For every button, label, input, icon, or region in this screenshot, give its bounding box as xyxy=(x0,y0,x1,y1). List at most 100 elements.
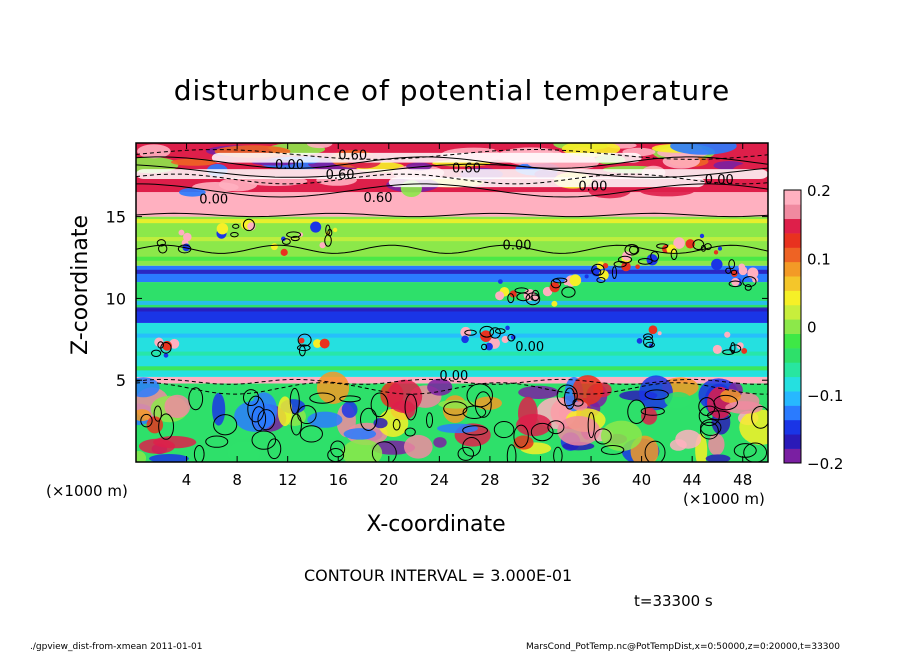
contour-loop xyxy=(591,263,605,276)
colorbar-tick-label: −0.2 xyxy=(807,455,843,473)
field-stripe-7 xyxy=(136,333,768,338)
x-tick-label: 32 xyxy=(531,471,550,489)
colorbar-swatch xyxy=(784,218,801,234)
x-unit-label-right: (×1000 m) xyxy=(683,490,765,508)
patch xyxy=(717,246,723,251)
contour-loop xyxy=(232,223,240,229)
contour-loop xyxy=(513,424,529,448)
contour-loop xyxy=(151,349,162,357)
x-axis-label: X-coordinate xyxy=(366,512,506,537)
patch xyxy=(596,261,605,270)
colorbar-tick-label: 0.2 xyxy=(807,182,831,200)
footer-left: ./gpview_dist-from-xmean 2011-01-01 xyxy=(30,642,203,652)
upper-cell xyxy=(137,144,171,159)
colorbar-swatch xyxy=(784,233,801,248)
contour-loop xyxy=(392,418,401,431)
upper-white-streak xyxy=(136,169,768,179)
contour-loop xyxy=(594,428,612,445)
turbulence-cell xyxy=(316,371,350,405)
patch xyxy=(509,290,517,298)
contour-loop xyxy=(251,406,267,432)
contour-loop xyxy=(188,387,204,411)
contour-line xyxy=(136,173,768,185)
colorbar-tick-label: 0 xyxy=(807,319,817,337)
patch xyxy=(713,250,719,255)
x-tick-label: 16 xyxy=(329,471,348,489)
x-unit-label-left: (×1000 m) xyxy=(46,482,128,500)
patch xyxy=(216,222,229,235)
contour-loop xyxy=(425,412,434,428)
turbulence-cell xyxy=(516,413,552,437)
contour-loop xyxy=(561,286,576,298)
contour-loop xyxy=(157,341,164,349)
field-stripe-4 xyxy=(136,237,768,242)
contour-label: 0.00 xyxy=(515,340,544,355)
upper-white-streak xyxy=(211,152,642,163)
field-stripe-3 xyxy=(136,256,768,261)
field-band-1 xyxy=(136,376,768,384)
contour-loop xyxy=(290,235,300,242)
contour-label: 0.60 xyxy=(326,168,355,183)
colorbar-swatch xyxy=(784,261,801,277)
patch xyxy=(646,254,658,266)
turbulence-cell xyxy=(149,453,189,462)
patch xyxy=(712,344,722,354)
colorbar: 0.2 0.1 0 −0.1 −0.2 xyxy=(783,182,843,473)
colorbar-swatch xyxy=(784,304,801,320)
patch xyxy=(635,264,640,270)
turbulence-cell xyxy=(433,437,447,448)
contour-loop xyxy=(640,406,665,416)
turbulence-cell xyxy=(708,433,725,456)
contour-loop xyxy=(713,394,739,411)
contour-label: 0.60 xyxy=(338,148,367,163)
contour-loop xyxy=(370,392,389,418)
colorbar-swatch xyxy=(784,348,801,363)
contour-loop xyxy=(230,231,239,238)
contour-loop xyxy=(327,228,333,237)
contour-loop xyxy=(156,239,166,247)
y-tick-label: 15 xyxy=(106,208,126,227)
turbulence-cell xyxy=(427,378,453,396)
contour-loop xyxy=(474,391,492,418)
contour-loop xyxy=(725,267,732,274)
patch xyxy=(584,274,589,279)
patch xyxy=(636,338,643,344)
patch xyxy=(163,353,169,358)
colorbar-swatch xyxy=(784,391,801,406)
contour-loop xyxy=(600,444,625,455)
contour-loop xyxy=(290,413,302,436)
contour-line xyxy=(136,212,768,218)
contour-loop xyxy=(733,443,757,458)
contour-loop xyxy=(281,238,291,245)
x-tick-label: 40 xyxy=(632,471,651,489)
contour-labels: 0.60 0.00 0.60 0.60 0.00 0.60 0.00 0.00 0.00 0.00… xyxy=(199,148,734,384)
contour-loop xyxy=(242,218,255,232)
colorbar-swatch xyxy=(784,204,801,220)
field-band-5 xyxy=(136,265,768,283)
patch xyxy=(657,331,662,336)
contour-label: 0.00 xyxy=(578,179,607,194)
contour-loop xyxy=(479,325,495,338)
plot-area xyxy=(136,143,768,462)
turbulence-cell xyxy=(136,451,147,462)
colorbar-tick-label: −0.1 xyxy=(807,387,843,405)
x-tick-label: 36 xyxy=(581,471,600,489)
contour-loop xyxy=(596,277,606,283)
patch xyxy=(602,262,609,269)
contour-loop xyxy=(257,409,276,431)
contour-loop xyxy=(613,260,627,268)
contour-loop xyxy=(359,407,378,431)
patch xyxy=(178,229,185,236)
contour-loop xyxy=(644,389,669,401)
contour-loop xyxy=(742,276,757,288)
turbulence-cell xyxy=(572,375,604,405)
turbulence-cell xyxy=(212,392,226,426)
contour-loop xyxy=(704,243,712,251)
upper-white-streak xyxy=(388,177,705,188)
contour-line xyxy=(136,163,768,178)
x-tick-label: 4 xyxy=(182,471,192,489)
colorbar-swatch xyxy=(784,276,801,291)
contour-loop xyxy=(744,284,752,291)
colorbar-swatch xyxy=(784,419,801,435)
patch xyxy=(319,338,330,349)
